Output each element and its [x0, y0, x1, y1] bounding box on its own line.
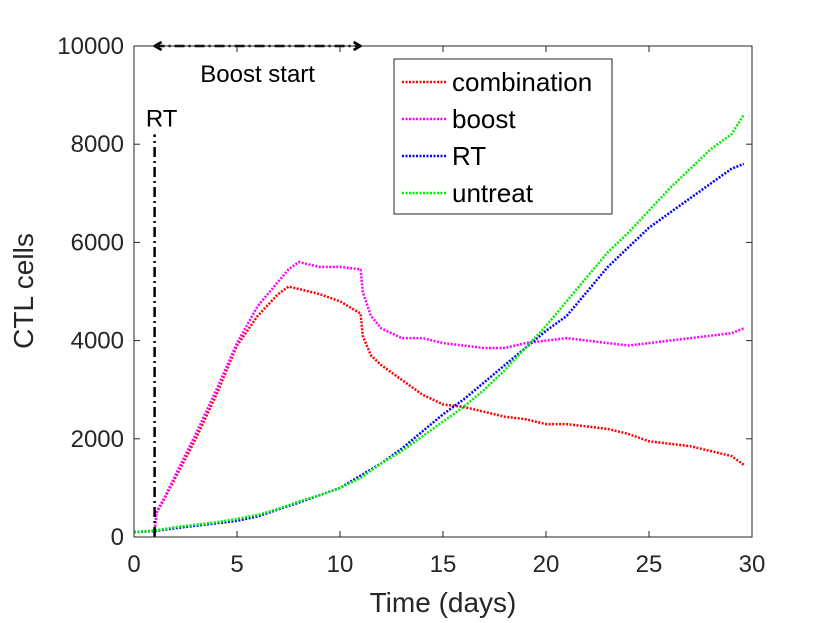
x-axis-title: Time (days) [370, 587, 517, 618]
y-tick-label-6000: 6000 [71, 229, 124, 256]
legend-label-combination: combination [452, 67, 592, 97]
legend-label-untreat: untreat [452, 178, 534, 208]
x-tick-label-0: 0 [127, 551, 140, 578]
series-line-untreat [133, 114, 745, 534]
y-tick-label-8000: 8000 [71, 131, 124, 158]
series-line-rt [133, 162, 745, 534]
boost-start-label: Boost start [200, 61, 315, 88]
legend: combination boost RT untreat [393, 58, 613, 215]
y-tick-label-4000: 4000 [71, 328, 124, 355]
x-axis-ticks: 0 5 10 15 20 25 30 [127, 46, 765, 578]
series-line-combination [133, 285, 745, 534]
legend-label-rt: RT [452, 141, 486, 171]
x-tick-label-30: 30 [739, 551, 766, 578]
series-layer [133, 114, 745, 534]
legend-label-boost: boost [452, 104, 516, 134]
legend-box [393, 58, 613, 215]
y-tick-label-10000: 10000 [57, 33, 124, 60]
y-axis-ticks: 0 2000 4000 6000 8000 10000 [57, 33, 752, 551]
y-axis-title: CTL cells [8, 233, 39, 349]
y-tick-label-0: 0 [111, 524, 124, 551]
series-line-boost [133, 260, 745, 534]
x-tick-label-25: 25 [636, 551, 663, 578]
y-tick-label-2000: 2000 [71, 426, 124, 453]
x-tick-label-10: 10 [327, 551, 354, 578]
x-tick-label-15: 15 [430, 551, 457, 578]
x-tick-label-20: 20 [533, 551, 560, 578]
rt-annotation-label: RT [146, 105, 178, 132]
x-tick-label-5: 5 [230, 551, 243, 578]
